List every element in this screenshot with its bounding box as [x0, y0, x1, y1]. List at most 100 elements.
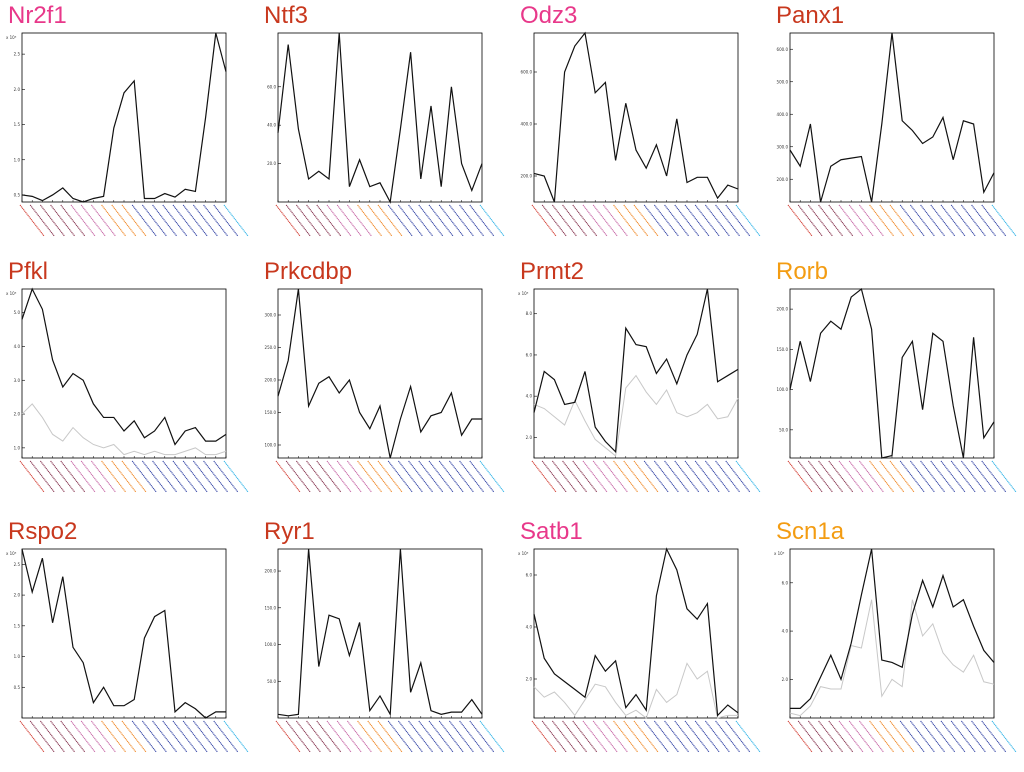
x-category-label — [275, 204, 301, 237]
chart-title: Prmt2 — [520, 258, 585, 285]
x-category-label — [326, 204, 352, 237]
x-category-label — [192, 720, 218, 753]
x-category-label — [428, 204, 454, 237]
x-category-label — [674, 204, 700, 237]
x-category-label — [653, 720, 679, 753]
x-category-label — [930, 460, 956, 493]
x-category-label — [694, 720, 720, 753]
x-category-label — [316, 720, 342, 753]
x-category-label — [664, 460, 690, 493]
y-tick-label: 6.0 — [526, 352, 533, 357]
x-category-label — [950, 460, 976, 493]
y-tick-label: 200.0 — [265, 569, 277, 574]
x-category-label — [991, 720, 1017, 753]
chart-title: Panx1 — [776, 2, 845, 29]
x-category-label — [80, 204, 106, 237]
x-category-label — [735, 720, 761, 753]
x-category-label — [306, 204, 332, 237]
x-category-label — [387, 204, 413, 237]
y-tick-label: 300.0 — [265, 313, 277, 318]
y-tick-label: 400.0 — [777, 112, 789, 117]
x-category-label — [592, 460, 618, 493]
x-category-label — [346, 460, 372, 493]
y-tick-label: 600.0 — [521, 70, 533, 75]
series-line-secondary — [21, 403, 227, 456]
x-category-label — [121, 204, 147, 237]
x-category-label — [316, 204, 342, 237]
axis-exponent: x 10³ — [774, 551, 785, 556]
x-category-label — [131, 460, 157, 493]
x-category-label — [192, 460, 218, 493]
chart-svg: 200.0 400.0 600.0 — [521, 31, 761, 237]
y-tick-label: 50.0 — [779, 427, 788, 432]
x-category-label — [960, 204, 986, 237]
x-category-label — [562, 204, 588, 237]
x-category-label — [101, 460, 127, 493]
x-category-label — [869, 460, 895, 493]
chart-panel-ryr1: Ryr1 50.0 100.0 150.0 200.0 — [256, 516, 512, 772]
x-category-label — [838, 204, 864, 237]
x-category-label — [29, 720, 55, 753]
series-line-primary — [21, 32, 227, 203]
y-tick-label: 150.0 — [777, 347, 789, 352]
x-category-label — [602, 720, 628, 753]
x-category-label — [725, 720, 751, 753]
x-category-label — [960, 720, 986, 753]
y-tick-label: 100.0 — [777, 387, 789, 392]
x-category-label — [336, 720, 362, 753]
x-category-label — [418, 204, 444, 237]
x-category-label — [377, 460, 403, 493]
x-category-label — [592, 720, 618, 753]
y-tick-label: 1.5 — [14, 122, 21, 127]
x-category-label — [715, 204, 741, 237]
x-category-label — [285, 720, 311, 753]
x-category-label — [346, 720, 372, 753]
x-category-label — [367, 460, 393, 493]
x-category-label — [469, 720, 495, 753]
x-category-label — [152, 460, 178, 493]
series-line-primary — [533, 288, 739, 454]
x-category-label — [60, 720, 86, 753]
y-tick-label: 50.0 — [267, 679, 276, 684]
x-category-label — [223, 460, 249, 493]
x-category-label — [653, 204, 679, 237]
x-category-label — [684, 720, 710, 753]
chart-title: Rorb — [776, 258, 829, 285]
x-category-label — [531, 204, 557, 237]
x-category-label — [930, 204, 956, 237]
axis-exponent: x 10³ — [518, 551, 529, 556]
x-category-label — [909, 460, 935, 493]
chart-panel-panx1: Panx1 200.0 300.0 400.0 500.0 600.0 — [768, 0, 1024, 256]
x-category-label — [275, 720, 301, 753]
y-tick-label: 100.0 — [265, 443, 277, 448]
x-category-label — [469, 460, 495, 493]
x-category-label — [787, 204, 813, 237]
x-category-label — [541, 460, 567, 493]
x-category-label — [19, 460, 45, 493]
x-category-label — [940, 720, 966, 753]
x-category-label — [562, 460, 588, 493]
x-category-label — [869, 204, 895, 237]
x-category-label — [111, 460, 137, 493]
axis-exponent: x 10³ — [6, 551, 17, 556]
x-category-label — [131, 204, 157, 237]
x-category-label — [879, 460, 905, 493]
y-tick-label: 0.5 — [14, 192, 21, 197]
x-category-label — [572, 204, 598, 237]
y-tick-label: 60.0 — [267, 84, 276, 89]
x-category-label — [438, 204, 464, 237]
x-category-label — [172, 460, 198, 493]
x-category-label — [582, 720, 608, 753]
y-tick-label: 500.0 — [777, 79, 789, 84]
x-category-label — [367, 204, 393, 237]
x-category-label — [418, 460, 444, 493]
x-category-label — [653, 460, 679, 493]
x-category-label — [448, 204, 474, 237]
y-tick-label: 8.0 — [526, 311, 533, 316]
plot-frame — [533, 32, 739, 203]
series-line-primary — [789, 287, 995, 459]
series-line-secondary — [533, 374, 739, 457]
chart-svg: 50.0 100.0 150.0 200.0 — [777, 287, 1017, 493]
x-category-label — [479, 720, 505, 753]
x-category-label — [704, 204, 730, 237]
